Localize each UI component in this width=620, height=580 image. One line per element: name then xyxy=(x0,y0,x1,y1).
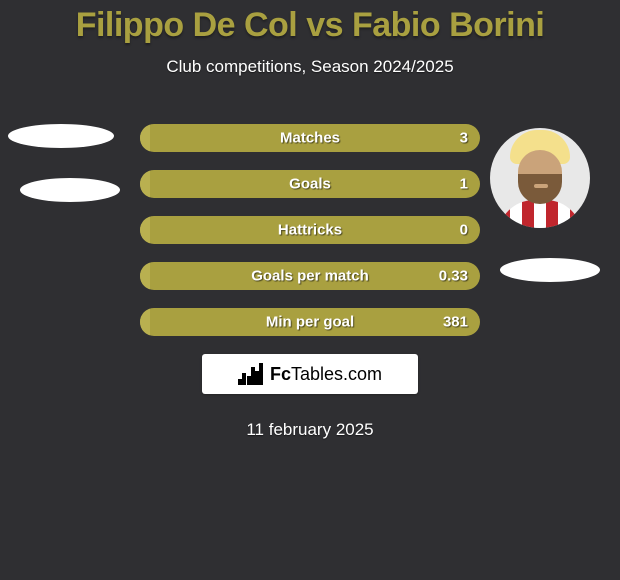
player-b-avatar xyxy=(490,128,590,228)
stat-row: Min per goal 381 xyxy=(140,308,480,336)
stat-value-right: 381 xyxy=(443,314,468,331)
stat-value-right: 0.33 xyxy=(439,268,468,285)
placeholder-oval xyxy=(500,258,600,282)
player-a-name: Filippo De Col xyxy=(76,6,298,44)
stat-row: Hattricks 0 xyxy=(140,216,480,244)
stat-left-fill xyxy=(140,124,150,152)
stat-label: Matches xyxy=(280,130,340,147)
player-b-name: Fabio Borini xyxy=(352,6,544,44)
stat-left-fill xyxy=(140,262,150,290)
placeholder-oval xyxy=(20,178,120,202)
stat-value-right: 0 xyxy=(460,222,468,239)
vs-separator: vs xyxy=(297,6,352,44)
stat-left-fill xyxy=(140,216,150,244)
stat-label: Goals per match xyxy=(251,268,369,285)
placeholder-oval xyxy=(8,124,114,148)
stat-row: Matches 3 xyxy=(140,124,480,152)
stat-row: Goals 1 xyxy=(140,170,480,198)
stat-left-fill xyxy=(140,308,150,336)
brand-text: FcTables.com xyxy=(270,364,382,385)
stat-label: Min per goal xyxy=(266,314,354,331)
stat-row: Goals per match 0.33 xyxy=(140,262,480,290)
brand-prefix: Fc xyxy=(270,364,291,384)
barchart-icon xyxy=(238,363,264,385)
stat-left-fill xyxy=(140,170,150,198)
stat-value-right: 3 xyxy=(460,130,468,147)
date-text: 11 february 2025 xyxy=(0,420,620,440)
brand-box[interactable]: FcTables.com xyxy=(202,354,418,394)
stat-label: Goals xyxy=(289,176,331,193)
brand-suffix: Tables.com xyxy=(291,364,382,384)
stat-label: Hattricks xyxy=(278,222,342,239)
stat-value-right: 1 xyxy=(460,176,468,193)
page-title: Filippo De Col vs Fabio Borini xyxy=(0,0,620,45)
stats-container: Matches 3 Goals 1 Hattricks 0 Goals per match 0… xyxy=(140,124,480,354)
subtitle: Club competitions, Season 2024/2025 xyxy=(0,57,620,77)
